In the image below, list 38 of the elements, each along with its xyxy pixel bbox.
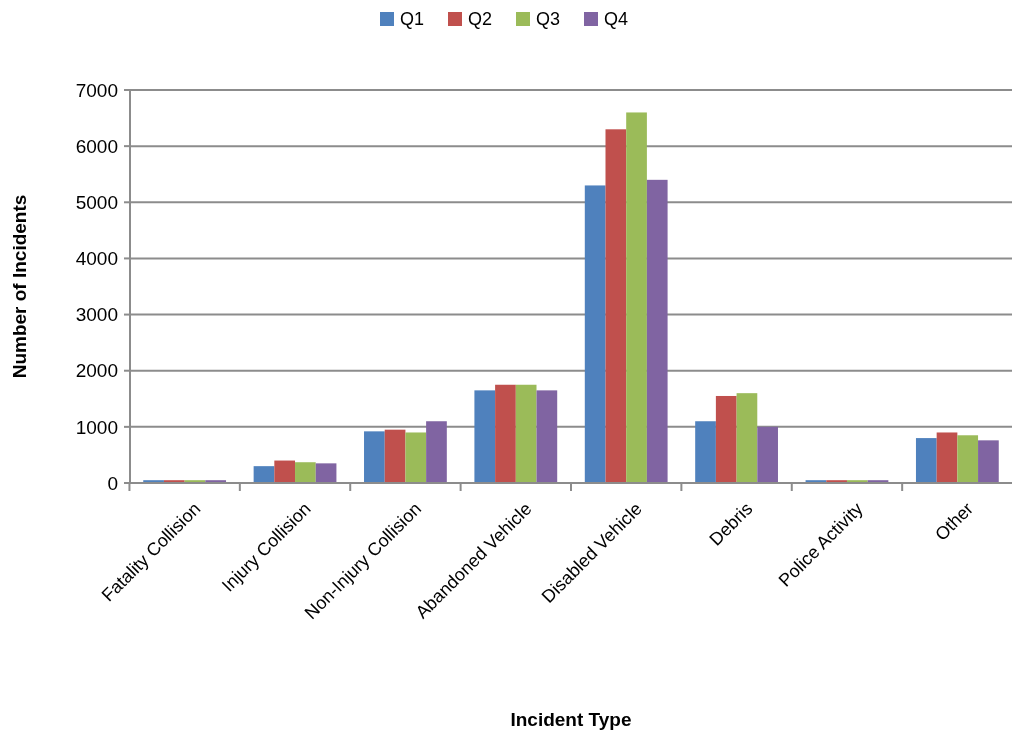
bar (536, 390, 558, 483)
y-tick-label: 1000 (75, 416, 118, 438)
bar (978, 440, 999, 483)
legend-label: Q3 (536, 9, 561, 30)
y-tick-label: 7000 (75, 79, 118, 101)
legend-label: Q1 (400, 9, 425, 30)
bar (605, 129, 627, 483)
bar (584, 185, 606, 483)
y-tick-label: 6000 (75, 135, 118, 157)
bar (915, 438, 937, 483)
bar (515, 384, 537, 483)
bar (936, 432, 958, 483)
bar (695, 421, 716, 483)
bar (426, 421, 447, 483)
bar (495, 384, 516, 483)
y-tick-label: 0 (107, 472, 118, 494)
bar (736, 393, 758, 483)
bar (253, 466, 275, 483)
bar (364, 431, 385, 483)
bar (315, 463, 337, 483)
y-tick-label: 2000 (75, 360, 118, 382)
bar (384, 429, 406, 483)
legend-label: Q2 (468, 9, 493, 30)
bar (405, 432, 427, 483)
bar (715, 395, 737, 483)
y-axis-title: Number of Incidents (9, 194, 30, 379)
bar (626, 112, 647, 483)
y-tick-label: 5000 (75, 191, 118, 213)
legend-label: Q4 (604, 9, 629, 30)
bar (957, 435, 979, 483)
bar (295, 462, 316, 483)
bar (474, 390, 496, 483)
bar (646, 179, 668, 483)
y-tick-label: 3000 (75, 304, 118, 326)
bar (757, 426, 778, 483)
x-axis-title: Incident Type (510, 709, 632, 730)
y-tick-label: 4000 (75, 248, 118, 270)
bar (274, 460, 296, 483)
